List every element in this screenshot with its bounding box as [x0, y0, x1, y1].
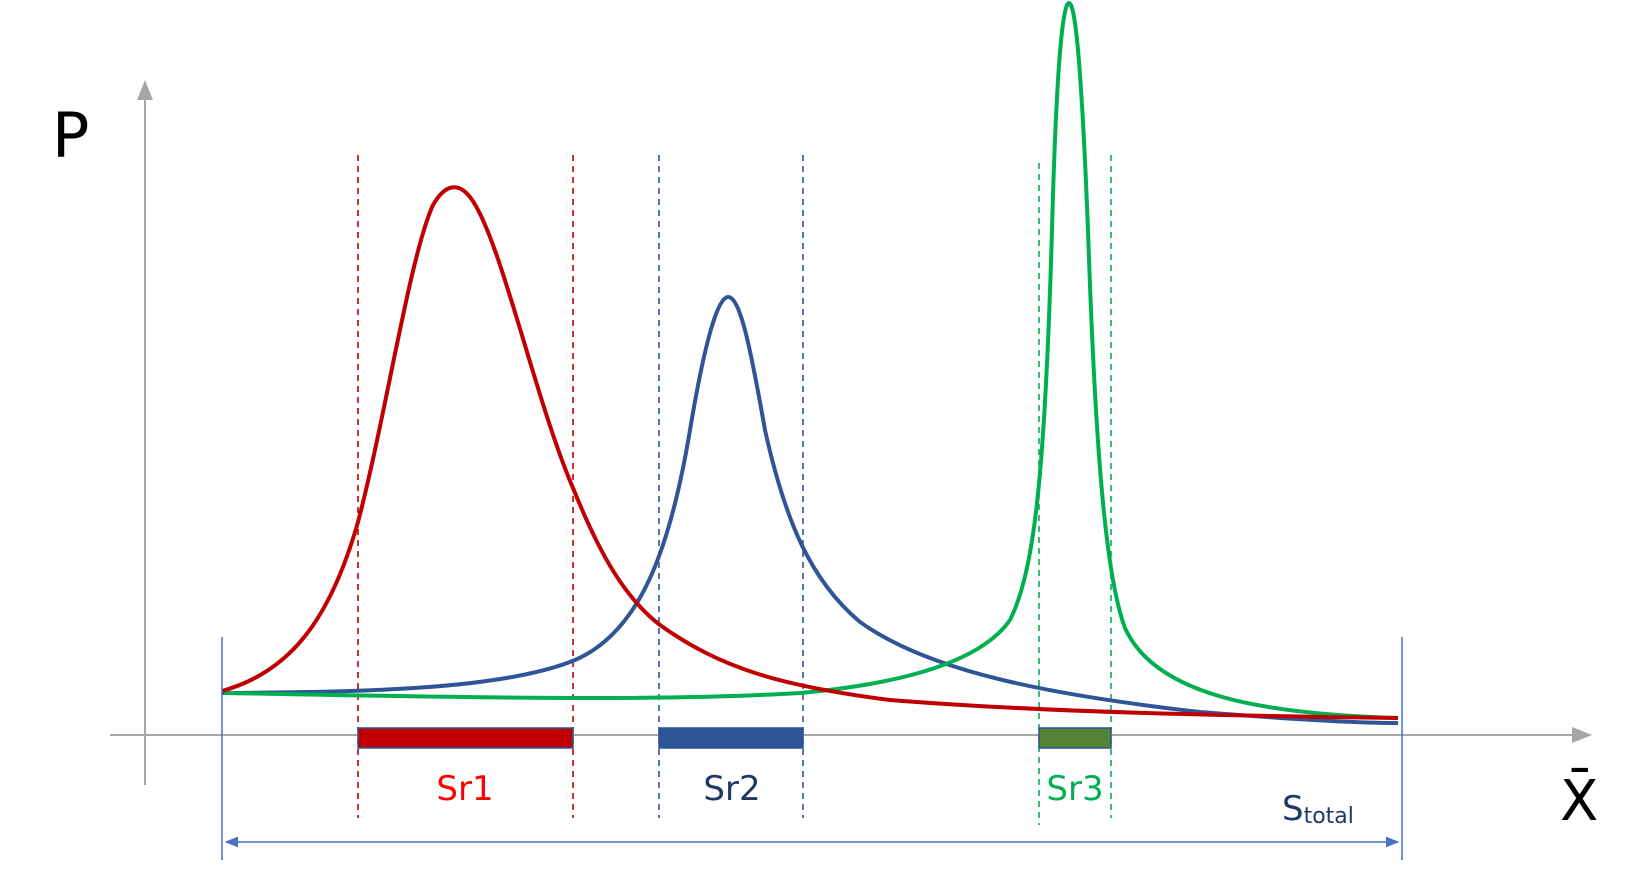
- sr1-boundaries: [357, 155, 574, 818]
- green-distribution-curve: [223, 0, 1399, 720]
- x-axis-label: X̄: [1560, 769, 1598, 834]
- total-label-main: S: [1282, 789, 1304, 829]
- sr2-label: Sr2: [703, 769, 760, 809]
- sr1-range-bar: [357, 727, 574, 749]
- y-axis-label: P: [52, 99, 89, 172]
- blue-distribution-curve: [221, 294, 1399, 725]
- sr3-range-bar: [1038, 727, 1112, 749]
- total-label-subscript: total: [1304, 804, 1354, 829]
- sr3-label: Sr3: [1046, 769, 1103, 809]
- sr2-boundaries: [658, 155, 804, 818]
- sr1-label: Sr1: [436, 769, 493, 809]
- red-distribution-curve: [221, 185, 1399, 720]
- total-label: Stotal: [1282, 789, 1354, 829]
- sr2-range-bar: [658, 727, 804, 749]
